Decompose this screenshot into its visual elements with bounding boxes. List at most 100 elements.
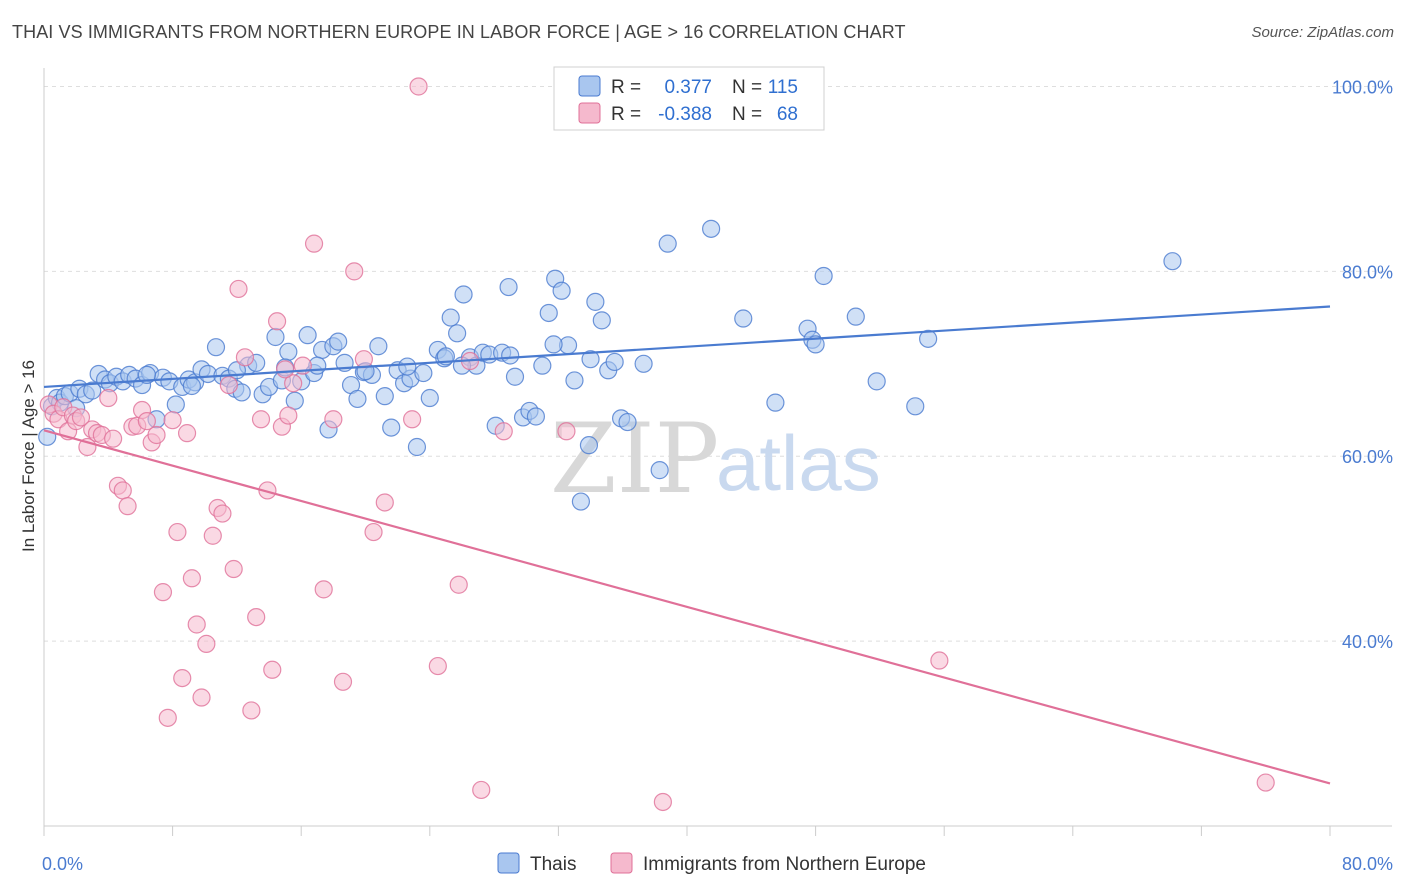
point-northern-europe-65: [653, 792, 672, 812]
point-northern-europe-26: [168, 522, 187, 542]
point-thais-81: [552, 281, 571, 300]
point-northern-europe-33: [203, 526, 222, 545]
point-thais-39: [279, 342, 298, 361]
grid-lines: [44, 85, 1392, 642]
legend-n-value-thais: 115: [768, 77, 798, 98]
point-thais-104: [906, 397, 925, 416]
point-thais-117: [544, 335, 563, 354]
point-thais-55: [382, 418, 401, 437]
point-northern-europe-45: [267, 312, 287, 331]
point-northern-europe-35: [213, 504, 232, 523]
point-thais-66: [454, 285, 473, 304]
point-thais-103: [867, 372, 886, 391]
point-northern-europe-59: [428, 656, 447, 676]
point-northern-europe-38: [229, 279, 248, 299]
point-thais-78: [533, 356, 552, 375]
point-northern-europe-7: [71, 408, 91, 427]
point-northern-europe-50: [304, 234, 324, 253]
top-legend: R = 0.377 N = 115 R = -0.388 N = 68: [553, 66, 825, 131]
point-northern-europe-64: [557, 422, 576, 441]
point-thais-101: [814, 266, 833, 286]
point-thais-97: [766, 393, 785, 412]
point-northern-europe-32: [197, 634, 216, 653]
point-thais-106: [1163, 252, 1182, 271]
point-northern-europe-15: [113, 481, 132, 500]
point-northern-europe-56: [364, 522, 383, 542]
bottom-legend-swatch-northern-europe: [610, 852, 633, 874]
y-tick-label-2: 80.0%: [1342, 262, 1393, 282]
legend-r-label-northern-europe: R =: [611, 104, 641, 125]
legend-swatch-thais: [578, 75, 601, 97]
legend-r-value-thais: 0.377: [664, 77, 712, 98]
point-thais-84: [571, 492, 591, 511]
point-thais-50: [348, 389, 367, 409]
point-thais-53: [369, 337, 388, 356]
point-northern-europe-60: [449, 575, 468, 594]
point-northern-europe-53: [333, 672, 353, 691]
legend-swatch-northern-europe: [578, 102, 601, 124]
legend-n-label-northern-europe: N =: [732, 104, 762, 125]
point-thais-74: [505, 367, 525, 386]
point-northern-europe-28: [177, 424, 197, 443]
point-thais-65: [448, 324, 467, 343]
point-northern-europe-42: [251, 410, 271, 429]
chart-title: THAI VS IMMIGRANTS FROM NORTHERN EUROPE …: [12, 22, 906, 42]
point-thais-116: [501, 346, 520, 365]
point-thais-93: [650, 461, 669, 480]
point-thais-54: [375, 387, 394, 406]
point-thais-61: [420, 388, 439, 408]
point-thais-92: [634, 354, 653, 373]
point-northern-europe-37: [224, 559, 243, 579]
point-thais-60: [414, 363, 433, 383]
legend-r-label-thais: R =: [611, 77, 641, 98]
point-northern-europe-57: [375, 493, 394, 512]
point-northern-europe-29: [182, 569, 201, 588]
point-thais-59: [407, 437, 427, 457]
x-tick-label-1: 80.0%: [1342, 854, 1393, 874]
legend-r-value-northern-europe: -0.388: [658, 104, 712, 125]
point-northern-europe-69: [276, 360, 295, 379]
point-thais-9: [83, 381, 102, 400]
point-thais-73: [499, 277, 518, 297]
y-axis-label: In Labor Force | Age > 16: [19, 360, 38, 552]
trend-lines: [43, 305, 1331, 785]
point-northern-europe-13: [104, 429, 123, 448]
point-thais-42: [298, 326, 317, 345]
point-northern-europe-62: [472, 780, 491, 800]
point-northern-europe-25: [163, 411, 182, 430]
tick-labels: 40.0% 60.0% 80.0% 100.0% 0.0% 80.0%: [42, 77, 1393, 874]
legend-n-value-northern-europe: 68: [777, 104, 798, 125]
point-northern-europe-12: [99, 388, 118, 408]
point-thais-89: [605, 352, 624, 372]
point-northern-europe-20: [137, 412, 156, 431]
point-thais-100: [806, 335, 825, 354]
point-northern-europe-31: [192, 688, 211, 707]
point-northern-europe-27: [173, 668, 192, 688]
trend-line-thais: [43, 305, 1331, 389]
point-northern-europe-24: [158, 708, 177, 727]
bottom-legend-swatch-thais: [497, 852, 520, 874]
point-northern-europe-48: [284, 374, 303, 393]
point-northern-europe-55: [354, 350, 373, 369]
watermark-atlas: atlas: [716, 419, 881, 507]
point-thais-86: [586, 292, 605, 311]
point-thais-77: [526, 407, 545, 426]
point-northern-europe-63: [494, 422, 513, 441]
point-northern-europe-66: [930, 651, 949, 670]
point-northern-europe-51: [314, 580, 333, 599]
point-thais-37: [266, 327, 285, 347]
bottom-legend: Thais Immigrants from Northern Europe: [497, 852, 926, 875]
point-thais-47: [329, 332, 348, 351]
legend-n-label-thais: N =: [732, 77, 762, 98]
point-thais-96: [734, 309, 753, 328]
point-northern-europe-39: [235, 348, 255, 367]
point-northern-europe-67: [1256, 773, 1275, 792]
trend-line-northern-europe: [43, 429, 1331, 785]
y-tick-label-1: 60.0%: [1342, 447, 1393, 467]
point-northern-europe-40: [242, 701, 261, 720]
bottom-legend-label-northern-europe: Immigrants from Northern Europe: [643, 854, 926, 875]
point-northern-europe-58: [403, 410, 422, 429]
point-northern-europe-30: [187, 615, 206, 634]
point-northern-europe-36: [219, 375, 238, 395]
